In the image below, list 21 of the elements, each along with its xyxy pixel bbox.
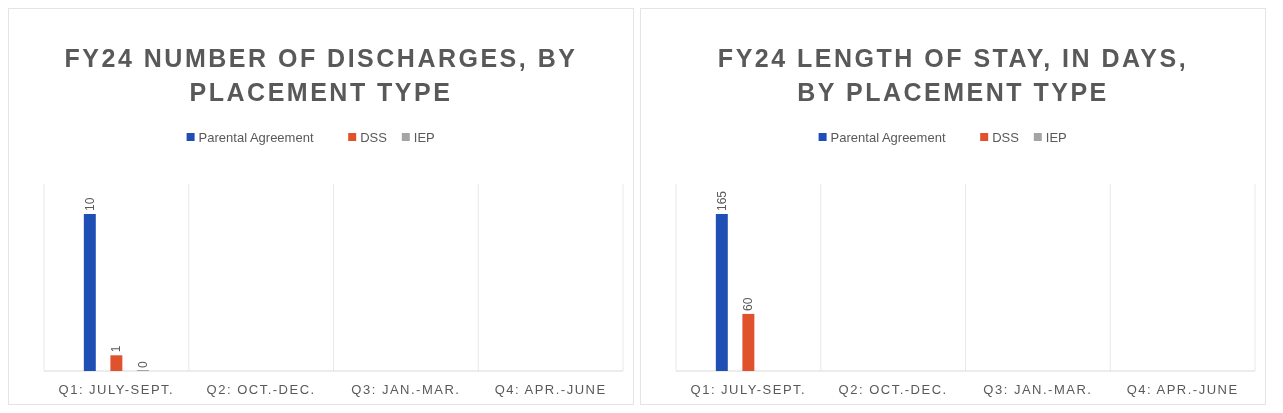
data-label: 1 — [109, 345, 124, 353]
legend-label: Parental Agreement — [830, 130, 946, 145]
x-tick-label: Q1: JULY-SEPT. — [58, 382, 175, 397]
legend-label: Parental Agreement — [198, 130, 314, 145]
legend-label: IEP — [1045, 130, 1067, 145]
data-label: 165 — [714, 190, 729, 211]
x-tick-label: Q4: APR.-JUNE — [1126, 382, 1239, 397]
data-label: 10 — [82, 197, 97, 211]
data-label: 60 — [741, 297, 756, 311]
x-tick-label: Q2: OCT.-DEC. — [838, 382, 948, 397]
x-tick-label: Q3: JAN.-MAR. — [983, 382, 1093, 397]
chart-title: FY24 LENGTH OF STAY, IN DAYS, BY PLACEMENT TYPE — [717, 44, 1189, 106]
legend-label: DSS — [992, 130, 1020, 145]
x-tick-label: Q4: APR.-JUNE — [494, 382, 607, 397]
legend-label: IEP — [413, 130, 435, 145]
x-tick-label: Q1: JULY-SEPT. — [690, 382, 807, 397]
data-label: 0 — [135, 361, 150, 368]
legend-label: DSS — [360, 130, 388, 145]
x-tick-label: Q3: JAN.-MAR. — [351, 382, 461, 397]
x-tick-label: Q2: OCT.-DEC. — [206, 382, 316, 397]
chart-title: FY24 NUMBER OF DISCHARGES, BY PLACEMENT TYPE — [64, 44, 578, 106]
